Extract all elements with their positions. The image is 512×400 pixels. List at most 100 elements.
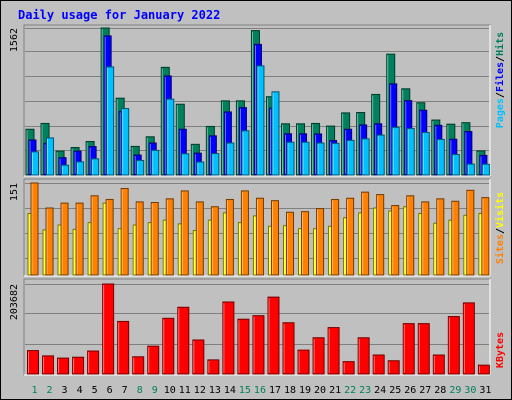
- bar-sites-day-3: [60, 202, 69, 276]
- bar-sites-day-13: [210, 206, 219, 276]
- x-tick-label: 15: [239, 385, 251, 396]
- bar-sites-day-22: [346, 197, 355, 276]
- bar-sites-day-31: [481, 197, 490, 276]
- x-tick-label: 11: [179, 385, 191, 396]
- panel-legend: KBytes: [495, 332, 506, 368]
- bar-sites-day-20: [316, 208, 325, 276]
- bar-pages-day-19: [301, 141, 310, 176]
- bar-kbytes-day-12: [192, 339, 205, 375]
- bar-pages-day-20: [316, 142, 325, 176]
- x-tick-label: 6: [107, 385, 113, 396]
- x-tick-label: 27: [419, 385, 431, 396]
- bar-pages-day-10: [166, 98, 175, 176]
- bar-pages-day-14: [226, 142, 235, 176]
- bar-sites-day-14: [225, 198, 234, 276]
- bar-pages-day-4: [76, 161, 85, 176]
- bar-pages-day-30: [466, 163, 475, 176]
- legend-kbytes: KBytes: [495, 332, 506, 368]
- bar-kbytes-day-1: [27, 350, 39, 375]
- bar-kbytes-day-20: [312, 337, 325, 375]
- series-kbytes: [27, 283, 490, 375]
- bar-pages-day-2: [46, 137, 55, 176]
- x-tick-label: 28: [434, 385, 446, 396]
- x-tick-label: 25: [389, 385, 401, 396]
- bar-sites-day-17: [270, 200, 279, 276]
- panel-bot: 203682 KBytes: [9, 278, 506, 376]
- bar-pages-day-29: [451, 153, 460, 176]
- bar-sites-day-5: [90, 195, 99, 276]
- bar-pages-day-17: [271, 91, 280, 176]
- panel-top: 1562 Pages/Files/Hits: [9, 24, 506, 177]
- x-tick-label: 3: [62, 385, 68, 396]
- panel-max-label: 1562: [9, 28, 20, 52]
- x-tick-label: 2: [47, 385, 53, 396]
- bar-sites-day-6: [105, 198, 114, 276]
- x-tick-label: 12: [194, 385, 206, 396]
- bar-kbytes-day-8: [132, 356, 145, 375]
- panel-legend: Sites/Visits: [494, 192, 506, 264]
- legend-visits: Visits: [494, 192, 506, 228]
- chart-title: Daily usage for January 2022: [18, 8, 220, 22]
- bar-sites-day-16: [255, 197, 264, 276]
- legend-text: KBytes: [495, 332, 506, 368]
- bar-kbytes-day-4: [72, 356, 85, 375]
- bar-pages-day-16: [256, 65, 265, 176]
- x-tick-label: 8: [137, 385, 143, 396]
- x-tick-label: 31: [479, 385, 491, 396]
- bar-sites-day-2: [45, 207, 54, 276]
- bar-pages-day-18: [286, 141, 295, 176]
- legend-sites: Sites: [494, 234, 506, 264]
- bar-sites-day-12: [195, 201, 204, 276]
- x-tick-label: 4: [77, 385, 83, 396]
- x-tick-label: 19: [299, 385, 311, 396]
- bar-kbytes-day-26: [402, 323, 415, 375]
- bar-kbytes-day-28: [432, 354, 445, 375]
- x-tick-label: 18: [284, 385, 296, 396]
- bar-pages-day-8: [136, 160, 145, 176]
- bar-kbytes-day-17: [267, 296, 280, 375]
- x-tick-label: 13: [209, 385, 221, 396]
- legend-separator: /: [495, 56, 506, 62]
- bar-sites-day-8: [135, 201, 144, 276]
- x-tick-label: 30: [464, 385, 476, 396]
- legend-text: Sites/Visits: [494, 192, 506, 264]
- bar-pages-day-27: [421, 131, 430, 176]
- bar-kbytes-day-24: [372, 354, 385, 375]
- x-tick-label: 9: [152, 385, 158, 396]
- bar-pages-day-26: [406, 128, 415, 176]
- bar-pages-day-15: [241, 130, 250, 176]
- x-tick-label: 22: [344, 385, 356, 396]
- bar-kbytes-day-13: [207, 359, 220, 375]
- bar-sites-day-26: [406, 195, 415, 276]
- bar-sites-day-30: [466, 189, 475, 276]
- bar-sites-day-29: [451, 200, 460, 276]
- bar-pages-day-23: [361, 138, 370, 176]
- bar-sites-day-7: [120, 187, 129, 276]
- x-axis-labels: 1 2 3 4 5 6 7 8 9 10 11 12 13 14 15 16 17 18 19 20 21 22 23 24 2…: [31, 385, 491, 396]
- bar-kbytes-day-16: [252, 315, 265, 375]
- bar-kbytes-day-15: [237, 318, 250, 375]
- legend-text: Pages/Files/Hits: [494, 32, 506, 128]
- bar-kbytes-day-27: [417, 323, 430, 375]
- x-tick-label: 23: [359, 385, 371, 396]
- bar-pages-day-22: [346, 139, 355, 176]
- bar-kbytes-day-5: [87, 350, 100, 375]
- bar-sites-day-27: [421, 201, 430, 276]
- bar-kbytes-day-31: [477, 364, 490, 375]
- bar-kbytes-day-30: [462, 302, 475, 375]
- bar-pages-day-13: [211, 153, 220, 176]
- x-tick-label: 29: [449, 385, 461, 396]
- bar-pages-day-21: [331, 142, 340, 176]
- x-tick-label: 24: [374, 385, 386, 396]
- bar-pages-day-24: [376, 134, 385, 176]
- bar-pages-day-9: [151, 149, 160, 176]
- bar-pages-day-31: [481, 163, 490, 176]
- bar-sites-day-18: [286, 211, 295, 276]
- bar-kbytes-day-29: [447, 316, 460, 375]
- bar-sites-day-1: [30, 182, 39, 276]
- bar-kbytes-day-23: [357, 337, 370, 375]
- legend-separator: /: [495, 92, 506, 98]
- bar-kbytes-day-10: [162, 317, 175, 375]
- bar-pages-day-1: [31, 151, 39, 176]
